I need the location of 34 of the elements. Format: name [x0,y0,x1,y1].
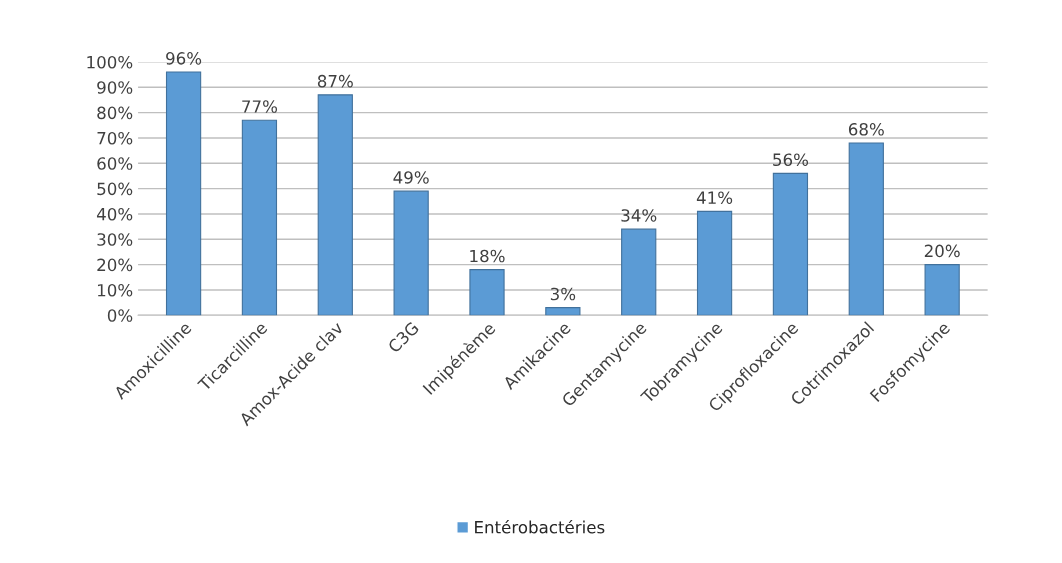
bar [848,142,884,316]
y-tick-label: 60% [97,157,133,170]
bar [621,228,657,316]
bar [924,264,960,316]
y-tick-label: 0% [107,309,133,322]
bar [545,307,581,316]
data-label: 49% [393,171,429,184]
y-tick-label: 40% [96,207,133,221]
legend-label: Entérobactéries [475,519,605,534]
data-label: 87% [317,74,353,88]
data-label: 68% [848,123,884,136]
y-tick-label: 100% [87,55,133,69]
data-label: 34% [621,209,657,222]
bar [469,269,505,316]
y-tick-label: 20% [97,258,133,272]
bar [696,210,733,316]
bar [165,71,202,316]
y-tick-label: 90% [97,81,133,94]
data-label: 18% [470,249,505,263]
bar [241,119,278,316]
bar [772,172,809,316]
data-label: 96% [166,52,202,65]
data-label: 77% [242,100,278,113]
y-tick-label: 50% [97,182,133,196]
data-label: 56% [773,153,809,167]
data-label: 41% [696,191,733,205]
bar [317,94,353,316]
bar [393,190,429,316]
y-tick-label: 30% [97,233,133,246]
y-tick-label: 80% [97,106,133,120]
y-tick-label: 10% [97,283,133,297]
data-label: 20% [924,244,960,258]
data-label: 3% [550,287,576,301]
y-tick-label: 70% [97,131,133,145]
